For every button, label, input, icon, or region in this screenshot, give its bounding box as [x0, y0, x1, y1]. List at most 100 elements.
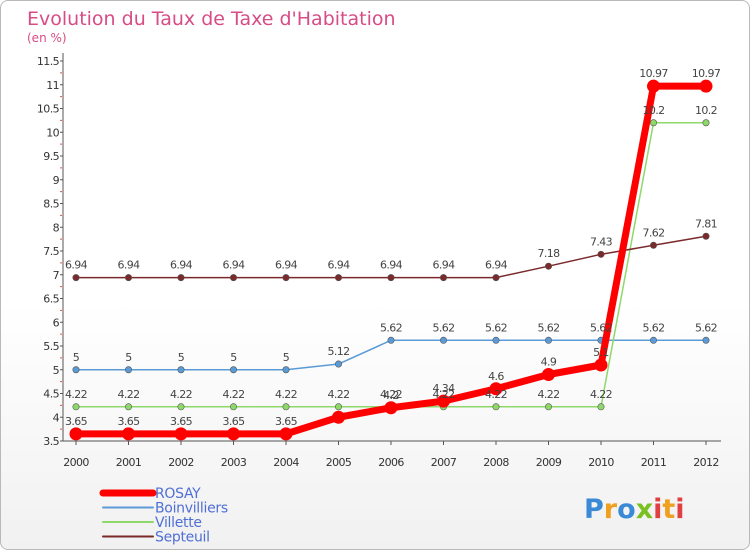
data-label-villette: 10.2	[642, 104, 664, 117]
data-point-septeuil	[544, 262, 552, 270]
data-label-villette: 4.22	[537, 388, 559, 401]
data-point-villette	[544, 403, 552, 411]
data-point-boinvilliers	[177, 366, 185, 374]
y-tick-label: 7	[53, 269, 60, 282]
data-label-villette: 4.22	[380, 388, 402, 401]
data-label-septeuil: 7.62	[642, 226, 664, 239]
data-label-septeuil: 7.18	[537, 247, 560, 260]
data-label-boinvilliers: 5.62	[537, 321, 559, 334]
y-tick-label: 4	[53, 411, 60, 424]
data-point-septeuil	[702, 232, 710, 240]
data-point-villette	[282, 403, 290, 411]
data-point-villette	[649, 119, 657, 127]
y-tick-label: 9	[53, 174, 60, 187]
data-label-rosay: 4.2	[383, 389, 399, 402]
axes: 3.5 4 4.5 5 5.5 6 6.5 7 7.5 8 8.5 9 9.5 10 10.5 11 11.5 2…	[37, 53, 721, 469]
x-tick-label: 2011	[641, 456, 667, 469]
data-point-septeuil	[334, 274, 342, 282]
chart-title: Evolution du Taux de Taxe d'Habitation	[27, 8, 396, 30]
data-label-villette: 10.2	[695, 104, 717, 117]
data-point-rosay	[69, 427, 83, 441]
data-label-rosay: 10.97	[639, 67, 668, 80]
data-point-villette	[177, 403, 185, 411]
data-point-boinvilliers	[334, 360, 342, 368]
data-point-septeuil	[649, 241, 657, 249]
y-tick-label: 6	[53, 316, 60, 329]
data-label-boinvilliers: 5.62	[432, 321, 454, 334]
data-label-septeuil: 6.94	[65, 259, 88, 272]
y-tick-label: 5.5	[43, 340, 59, 353]
chart-subtitle: (en %)	[27, 31, 67, 45]
data-label-villette: 4.22	[65, 388, 87, 401]
data-point-boinvilliers	[544, 336, 552, 344]
data-label-boinvilliers: 5	[230, 351, 237, 364]
data-point-boinvilliers	[125, 366, 133, 374]
data-point-villette	[125, 403, 133, 411]
data-label-septeuil: 7.43	[590, 235, 613, 248]
legend-label-rosay: ROSAY	[155, 486, 201, 502]
data-point-boinvilliers	[702, 336, 710, 344]
data-point-villette	[334, 403, 342, 411]
data-label-rosay: 10.97	[692, 67, 721, 80]
data-point-rosay	[279, 427, 293, 441]
legend-label-villette: Villette	[155, 515, 202, 531]
data-point-boinvilliers	[72, 366, 80, 374]
data-point-rosay	[699, 79, 713, 93]
data-point-boinvilliers	[282, 366, 290, 374]
x-tick-label: 2004	[273, 456, 299, 469]
y-tick-label: 9.5	[43, 150, 59, 163]
data-label-villette: 4.22	[117, 388, 139, 401]
data-label-rosay: 4.34	[432, 382, 455, 395]
data-label-boinvilliers: 5	[73, 351, 80, 364]
data-point-boinvilliers	[649, 336, 657, 344]
data-point-villette	[492, 403, 500, 411]
data-point-septeuil	[387, 274, 395, 282]
data-point-septeuil	[125, 274, 133, 282]
data-label-boinvilliers: 5.62	[485, 321, 507, 334]
data-point-septeuil	[597, 250, 605, 258]
y-tick-label: 8	[53, 221, 60, 234]
data-label-villette: 4.22	[222, 388, 244, 401]
data-label-rosay: 3.65	[117, 415, 140, 428]
data-label-rosay: 5.1	[593, 346, 609, 359]
legend-label-boinvilliers: Boinvilliers	[155, 501, 228, 517]
x-tick-label: 2002	[168, 456, 194, 469]
y-tick-label: 11	[46, 79, 59, 92]
x-tick-label: 2001	[116, 456, 142, 469]
data-label-septeuil: 6.94	[485, 259, 508, 272]
data-label-septeuil: 6.94	[170, 259, 193, 272]
data-label-boinvilliers: 5.62	[590, 321, 612, 334]
data-point-septeuil	[177, 274, 185, 282]
data-label-septeuil: 6.94	[380, 259, 403, 272]
data-label-septeuil: 7.81	[695, 217, 717, 230]
proxiti-logo: Proxiti	[584, 494, 685, 525]
data-label-septeuil: 6.94	[327, 259, 350, 272]
data-label-boinvilliers: 5.62	[695, 321, 717, 334]
data-point-villette	[702, 119, 710, 127]
y-tick-label: 11.5	[37, 55, 60, 68]
data-point-rosay	[122, 427, 135, 441]
data-point-rosay	[227, 427, 240, 441]
data-label-septeuil: 6.94	[117, 259, 140, 272]
data-label-boinvilliers: 5	[283, 351, 290, 364]
x-tick-label: 2005	[326, 456, 352, 469]
data-point-villette	[597, 403, 605, 411]
data-label-boinvilliers: 5	[125, 351, 132, 364]
data-point-boinvilliers	[230, 366, 238, 374]
data-point-rosay	[489, 382, 503, 396]
y-tick-label: 5	[53, 364, 60, 377]
data-point-septeuil	[439, 274, 447, 282]
data-label-rosay: 3.65	[222, 415, 245, 428]
data-point-septeuil	[230, 274, 238, 282]
data-labels: 5 5 5 5 5 5.12 5.62 5.62 5.62 5.62 5.62 5.62 5.62 4.2…	[65, 67, 721, 428]
y-tick-label: 7.5	[43, 245, 59, 258]
data-label-villette: 4.22	[327, 388, 349, 401]
data-label-villette: 4.22	[485, 388, 507, 401]
data-label-villette: 4.22	[170, 388, 192, 401]
y-tick-label: 4.5	[43, 388, 59, 401]
data-label-rosay: 3.65	[65, 415, 88, 428]
series-line-boinvilliers	[76, 339, 706, 371]
data-point-villette	[230, 403, 238, 411]
